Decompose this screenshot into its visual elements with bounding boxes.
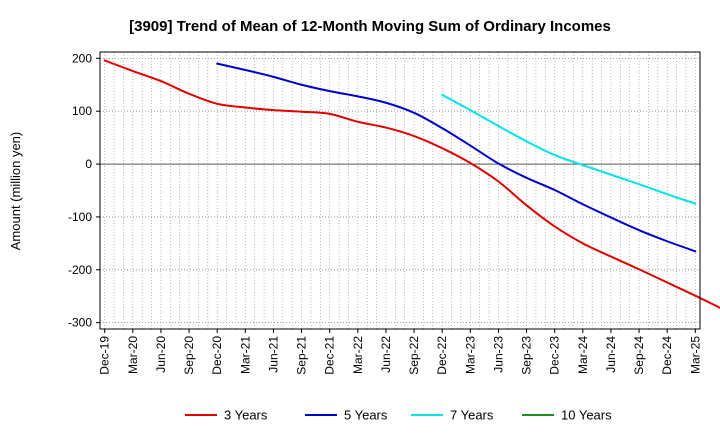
series-line-5-years <box>216 62 697 253</box>
legend-label: 3 Years <box>224 408 268 423</box>
x-tick-label: Mar-20 <box>126 336 140 374</box>
x-tick-label: Dec-21 <box>323 336 337 375</box>
plot-area <box>99 51 720 330</box>
chart-title: [3909] Trend of Mean of 12-Month Moving … <box>129 18 611 35</box>
series-lines <box>103 59 720 309</box>
legend-item-7-years: 7 Years <box>411 408 494 423</box>
x-tick-label: Mar-24 <box>576 336 590 374</box>
x-tick-label: Sep-20 <box>182 336 196 375</box>
y-tick-label: 200 <box>72 51 92 65</box>
y-tick-label: -200 <box>68 263 92 277</box>
horizontal-gridlines <box>100 57 700 324</box>
legend-label: 7 Years <box>450 408 494 423</box>
y-tick-label: -300 <box>68 316 92 330</box>
y-tick-label: 100 <box>72 104 92 118</box>
x-tick-label: Dec-20 <box>210 336 224 375</box>
x-axis-ticks: Dec-19 Mar-20 Jun-20 Sep-20 Dec-20 Mar-21 Jun-… <box>98 329 702 375</box>
y-tick-label: 0 <box>85 157 92 171</box>
legend-item-10-years: 10 Years <box>522 408 612 423</box>
legend-item-5-years: 5 Years <box>305 408 388 423</box>
legend-item-3-years: 3 Years <box>185 408 268 423</box>
x-tick-label: Jun-20 <box>154 336 168 373</box>
x-tick-label: Dec-19 <box>98 336 112 375</box>
x-tick-label: Mar-23 <box>463 336 477 374</box>
legend-label: 10 Years <box>561 408 612 423</box>
x-tick-label: Sep-24 <box>632 336 646 375</box>
plot-frame <box>99 51 701 330</box>
x-tick-label: Mar-21 <box>238 336 252 374</box>
y-axis-label: Amount (million yen) <box>8 132 23 251</box>
x-tick-label: Sep-21 <box>295 336 309 375</box>
x-tick-label: Sep-23 <box>520 336 534 375</box>
series-line-7-years <box>441 93 697 205</box>
x-tick-label: Mar-22 <box>351 336 365 374</box>
legend: 3 Years 5 Years 7 Years 10 Years <box>185 408 612 423</box>
x-tick-label: Jun-24 <box>604 336 618 373</box>
x-tick-label: Jun-22 <box>379 336 393 373</box>
legend-label: 5 Years <box>344 408 388 423</box>
x-tick-label: Mar-25 <box>688 336 702 374</box>
x-tick-label: Jun-23 <box>491 336 505 373</box>
y-tick-label: -100 <box>68 210 92 224</box>
x-tick-label: Dec-23 <box>548 336 562 375</box>
y-axis-ticks: 200 100 0 -100 -200 -300 <box>68 51 100 330</box>
x-tick-label: Dec-24 <box>660 336 674 375</box>
x-tick-label: Sep-22 <box>407 336 421 375</box>
series-line-3-years <box>103 59 720 309</box>
x-tick-label: Dec-22 <box>435 336 449 375</box>
x-tick-label: Jun-21 <box>266 336 280 373</box>
